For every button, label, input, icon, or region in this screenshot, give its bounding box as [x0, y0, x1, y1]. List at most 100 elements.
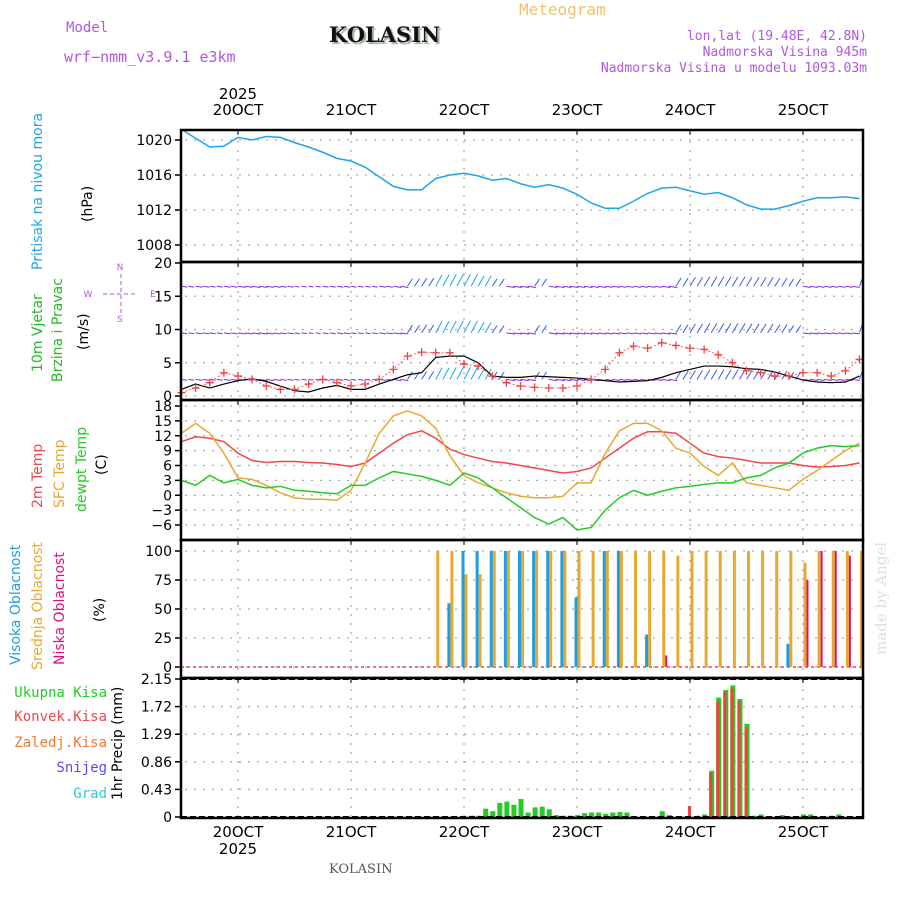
precip-total-bar: [539, 806, 545, 817]
precip-conv-bar: [737, 701, 741, 817]
wind-arrow: [739, 369, 746, 380]
wind-arrow: [414, 324, 420, 334]
wind-gust-marker: [502, 378, 511, 387]
wind-arrow: [527, 285, 537, 289]
wind-arrow: [569, 285, 579, 289]
wind-arrow: [661, 378, 671, 382]
wind-arrow: [456, 274, 464, 287]
precip-total-bar: [659, 811, 665, 817]
wind-arrow: [463, 274, 471, 287]
wind-arrow: [202, 332, 210, 335]
wind-gust-marker: [742, 366, 751, 375]
wind-arrow: [428, 371, 435, 380]
wind-arrow: [817, 285, 825, 288]
x-tick-label-bottom: 25OCT: [778, 823, 829, 841]
wind-arrow: [343, 285, 351, 288]
wind-arrow: [435, 320, 443, 334]
wind-gust-marker: [587, 375, 596, 384]
wind-arrow: [576, 332, 586, 335]
cloud-mid-bar: [747, 551, 750, 667]
wind-arrow: [583, 332, 593, 335]
precip-total-bar: [582, 813, 588, 817]
wind-gust-marker: [629, 342, 638, 351]
wind-arrow: [259, 378, 268, 382]
wind-arrow: [216, 378, 223, 381]
x-tick-label-bottom: 23OCT: [552, 823, 603, 841]
precip-total-bar: [758, 814, 764, 817]
precip-total-bar: [589, 812, 595, 817]
wind-arrow: [583, 285, 593, 289]
wind-gust-marker: [488, 372, 497, 381]
cloud-mid-bar: [789, 551, 793, 667]
model-elevation-label: Nadmorska Visina u modelu 1093.03m: [600, 61, 867, 76]
wind-arrow: [244, 285, 253, 288]
wind-arrow: [230, 285, 238, 288]
wind-arrow: [294, 332, 300, 335]
wind-arrow: [259, 332, 268, 335]
wind-arrow: [477, 368, 485, 380]
wind-arrow: [393, 332, 402, 335]
wind-arrow: [414, 278, 420, 287]
wind-arrow: [498, 371, 505, 380]
wind-arrow: [668, 378, 678, 382]
wind-arrow: [287, 332, 294, 335]
cloud-high-bar: [532, 551, 536, 667]
wind-arrow: [619, 378, 627, 381]
wind-arrow: [336, 332, 344, 335]
meteogram-label: Meteogram: [519, 0, 606, 19]
wind-arrow: [689, 370, 696, 380]
precip-conv-bar: [709, 772, 713, 817]
wind-arrow: [513, 285, 522, 289]
wind-arrow: [506, 285, 515, 289]
y-tick-label: 25: [154, 631, 172, 647]
wind-arrow: [386, 285, 394, 288]
wind-gust-marker: [361, 380, 370, 389]
x-tick-label-top: 22OCT: [439, 101, 490, 119]
y-tick-label: 15: [154, 289, 172, 305]
panel-frame-temperature: [179, 398, 865, 542]
wind-arrow: [802, 285, 811, 288]
cloud-high-bar: [574, 597, 578, 667]
y-tick-label: 1.72: [141, 700, 172, 716]
wind-arrow: [372, 285, 378, 288]
cloud-high-bar: [461, 551, 465, 667]
wind-arrow: [294, 285, 300, 288]
wind-arrow: [654, 285, 663, 288]
wind-arrow: [421, 371, 428, 380]
legend-conv-precip: Konvek.Kisa: [14, 709, 107, 725]
y-tick-label: 75: [154, 573, 172, 589]
cloud-mid-bar: [450, 551, 454, 667]
wind-arrow: [576, 285, 586, 289]
legend-snow: Snijeg: [56, 760, 107, 776]
wind-arrow: [633, 285, 642, 288]
panel-frame-precip: [179, 676, 865, 820]
wind-arrow: [626, 332, 634, 335]
precip-conv-bar: [716, 701, 720, 817]
wind-arrow: [802, 332, 811, 335]
wind-arrow: [809, 332, 818, 335]
cloud-high-bar: [503, 551, 507, 667]
station-title: KOLASIN: [329, 22, 441, 47]
wind-arrow: [569, 378, 579, 382]
wind-arrow: [520, 285, 529, 289]
wind-arrow: [230, 332, 238, 335]
wind-arrow: [195, 332, 203, 335]
cloud-high-bar: [475, 551, 479, 667]
wind-arrow: [661, 332, 671, 335]
precip-total-bar: [801, 814, 806, 817]
y-tick-label: 0.43: [141, 782, 172, 798]
y-tick-label: 1008: [136, 238, 172, 254]
wind-arrow: [619, 285, 627, 288]
year-bottom-label: 2025: [219, 840, 257, 858]
wind-arrow: [838, 285, 846, 288]
wind-arrow: [598, 285, 607, 288]
cloud-mid-bar: [563, 551, 567, 667]
wind-gust-marker: [671, 341, 680, 350]
cloud-mid-bar: [761, 551, 765, 667]
y-tick-label: 1016: [136, 168, 172, 184]
wind-arrow: [266, 332, 274, 335]
wind-arrow: [612, 378, 620, 382]
wind-arrow: [202, 285, 210, 288]
wind-arrow: [809, 285, 818, 288]
